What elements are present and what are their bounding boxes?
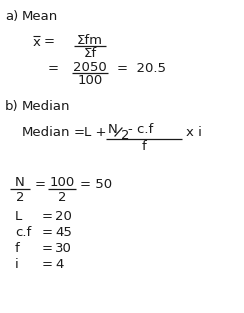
Text: x i: x i (186, 126, 202, 139)
Text: b): b) (5, 100, 19, 113)
Text: 2: 2 (121, 129, 130, 142)
Text: =  20.5: = 20.5 (117, 62, 166, 75)
Text: Median: Median (22, 100, 71, 113)
Text: c.f: c.f (15, 226, 31, 239)
Text: 2050: 2050 (73, 61, 107, 74)
Text: N: N (108, 123, 118, 136)
Text: Mean: Mean (22, 10, 58, 23)
Text: f: f (142, 140, 146, 153)
Text: 20: 20 (55, 210, 72, 223)
Text: =: = (44, 35, 55, 48)
Text: = 50: = 50 (80, 178, 112, 191)
Text: =: = (42, 226, 53, 239)
Text: L +: L + (84, 126, 106, 139)
Text: 30: 30 (55, 242, 72, 255)
Text: i: i (15, 258, 19, 271)
Text: =: = (42, 258, 53, 271)
Text: Σfm: Σfm (77, 34, 103, 47)
Text: x: x (33, 36, 41, 49)
Text: 100: 100 (77, 74, 103, 87)
Text: 2: 2 (58, 191, 66, 204)
Text: 100: 100 (49, 176, 75, 189)
Text: 2: 2 (16, 191, 24, 204)
Text: L: L (15, 210, 22, 223)
Text: f: f (15, 242, 20, 255)
Text: 45: 45 (55, 226, 72, 239)
Text: a): a) (5, 10, 18, 23)
Text: =: = (42, 242, 53, 255)
Text: =: = (74, 126, 85, 139)
Text: N: N (15, 176, 25, 189)
Text: =: = (42, 210, 53, 223)
Text: - c.f: - c.f (128, 123, 153, 136)
Text: =: = (35, 178, 46, 191)
Text: =: = (48, 62, 59, 75)
Text: 4: 4 (55, 258, 63, 271)
Text: Median: Median (22, 126, 71, 139)
Text: Σf: Σf (83, 47, 97, 60)
